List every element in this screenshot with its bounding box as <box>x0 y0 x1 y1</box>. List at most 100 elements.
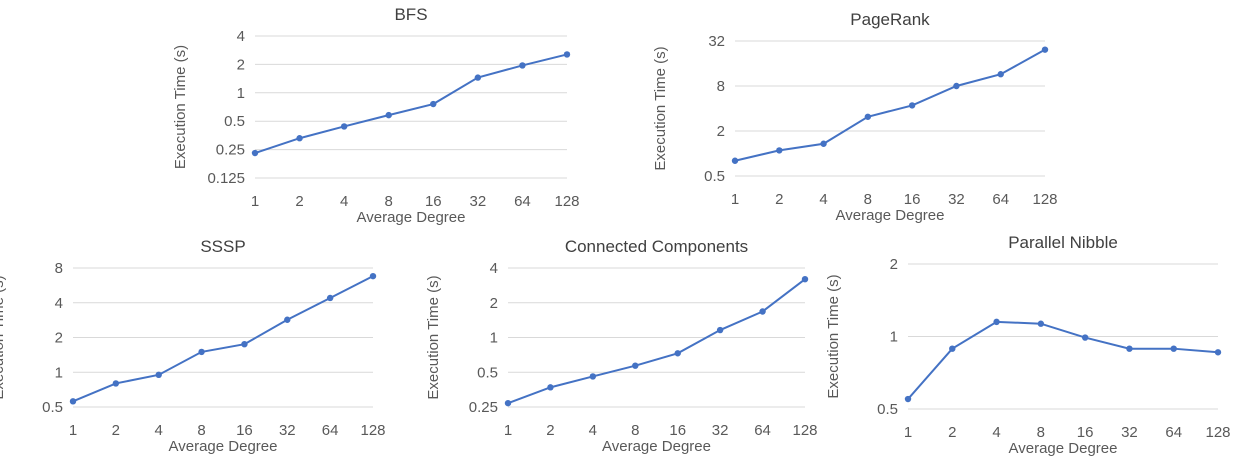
connected-components-y-tick-label: 0.25 <box>469 399 498 416</box>
connected-components-series-line <box>507 278 806 405</box>
pagerank-y-axis-label: Execution Time (s) <box>652 46 669 170</box>
connected-components-x-tick-label: 64 <box>754 422 771 439</box>
parallel-nibble-y-tick-label: 0.5 <box>877 401 898 418</box>
parallel-nibble-x-tick-label: 8 <box>1037 424 1045 441</box>
sssp-data-point <box>241 340 248 348</box>
sssp-x-tick-label: 32 <box>279 422 296 439</box>
parallel-nibble-data-point <box>904 395 912 403</box>
pagerank-x-axis-label: Average Degree <box>836 207 945 224</box>
sssp-x-tick-label: 1 <box>69 422 77 439</box>
bfs-data-point <box>430 100 437 108</box>
bfs-data-point <box>385 111 392 119</box>
bfs-data-point <box>474 74 482 81</box>
parallel-nibble-data-point <box>949 345 956 352</box>
parallel-nibble-data-point <box>1081 334 1089 341</box>
sssp-x-tick-label: 2 <box>112 422 120 439</box>
pagerank-x-tick-label: 128 <box>1032 191 1057 208</box>
bfs-x-tick-label: 64 <box>514 193 531 210</box>
connected-components-x-tick-label: 2 <box>546 422 554 439</box>
sssp-x-tick-label: 8 <box>197 422 205 439</box>
sssp-y-tick-label: 1 <box>55 364 63 381</box>
pagerank-x-tick-label: 64 <box>992 191 1009 208</box>
sssp-x-tick-label: 4 <box>155 422 163 439</box>
bfs-x-tick-label: 128 <box>554 193 579 210</box>
pagerank-y-tick-label: 2 <box>717 123 725 140</box>
sssp-y-tick-label: 2 <box>55 330 63 347</box>
parallel-nibble-data-point <box>993 318 1000 326</box>
pagerank-data-point <box>776 147 783 154</box>
bfs-y-tick-label: 0.125 <box>207 170 245 187</box>
pagerank-data-point <box>1041 46 1049 53</box>
parallel-nibble-y-axis-label: Execution Time (s) <box>825 274 842 398</box>
sssp-data-point <box>284 316 291 323</box>
sssp-data-point <box>155 371 162 379</box>
bfs-chart: 0.125 0.25 0.5 1 2 4 1 2 4 8 16 32 64 128 BFS Average D… <box>172 5 580 226</box>
sssp-data-point <box>369 272 377 280</box>
parallel-nibble-x-axis-label: Average Degree <box>1009 440 1118 457</box>
parallel-nibble-chart: 0.5 1 2 1 2 4 8 16 32 64 128 Parallel Nibble Average… <box>825 233 1231 457</box>
connected-components-data-point <box>801 275 809 283</box>
connected-components-y-tick-label: 1 <box>490 330 498 347</box>
bfs-data-point <box>296 135 303 142</box>
parallel-nibble-data-point <box>1214 349 1222 356</box>
parallel-nibble-x-tick-label: 32 <box>1121 424 1138 441</box>
pagerank-data-point <box>908 102 916 109</box>
pagerank-x-tick-label: 1 <box>731 191 739 208</box>
connected-components-x-tick-label: 4 <box>589 422 597 439</box>
parallel-nibble-x-tick-label: 1 <box>904 424 912 441</box>
bfs-x-axis-label: Average Degree <box>357 209 466 226</box>
bfs-data-point <box>519 62 526 69</box>
connected-components-x-tick-label: 32 <box>712 422 729 439</box>
pagerank-y-tick-label: 32 <box>708 33 725 50</box>
parallel-nibble-x-tick-label: 2 <box>948 424 956 441</box>
pagerank-data-point <box>997 71 1004 78</box>
pagerank-chart: 0.5 2 8 32 1 2 4 8 16 32 64 128 PageRank Average Degr… <box>652 10 1058 224</box>
sssp-y-axis-label: Execution Time (s) <box>0 275 7 399</box>
parallel-nibble-x-tick-label: 128 <box>1205 424 1230 441</box>
connected-components-chart: 0.25 0.5 1 2 4 1 2 4 8 16 32 64 128 Connected Compone… <box>425 237 818 455</box>
bfs-x-tick-label: 8 <box>385 193 393 210</box>
connected-components-data-point <box>589 373 597 380</box>
bfs-y-tick-label: 4 <box>237 28 245 45</box>
bfs-y-tick-label: 0.5 <box>224 113 245 130</box>
connected-components-y-tick-label: 2 <box>490 295 498 312</box>
connected-components-y-tick-label: 0.5 <box>477 364 498 381</box>
connected-components-data-point <box>759 308 766 315</box>
pagerank-data-point <box>953 82 960 90</box>
connected-components-title: Connected Components <box>565 237 748 256</box>
bfs-y-axis-label: Execution Time (s) <box>172 45 189 169</box>
bfs-title: BFS <box>394 5 427 24</box>
pagerank-x-tick-label: 4 <box>819 191 827 208</box>
connected-components-data-point <box>504 399 512 407</box>
connected-components-data-point <box>674 350 681 357</box>
connected-components-y-axis-label: Execution Time (s) <box>425 275 442 399</box>
sssp-y-tick-label: 8 <box>55 260 63 277</box>
sssp-title: SSSP <box>200 237 245 256</box>
bfs-data-point <box>340 123 348 130</box>
pagerank-data-point <box>731 157 739 164</box>
connected-components-data-point <box>716 326 724 334</box>
parallel-nibble-title: Parallel Nibble <box>1008 233 1118 252</box>
parallel-nibble-x-tick-label: 16 <box>1077 424 1094 441</box>
sssp-y-tick-label: 0.5 <box>42 399 63 416</box>
sssp-data-point <box>112 380 120 387</box>
sssp-data-point <box>198 348 205 356</box>
pagerank-title: PageRank <box>850 10 930 29</box>
parallel-nibble-y-tick-label: 2 <box>890 256 898 273</box>
parallel-nibble-x-tick-label: 4 <box>992 424 1000 441</box>
pagerank-data-point <box>864 113 872 120</box>
sssp-x-tick-label: 128 <box>360 422 385 439</box>
sssp-data-point <box>69 398 77 405</box>
parallel-nibble-y-tick-label: 1 <box>890 329 898 346</box>
connected-components-x-tick-label: 128 <box>792 422 817 439</box>
sssp-x-axis-label: Average Degree <box>169 438 278 455</box>
bfs-data-point <box>251 149 259 157</box>
bfs-series-line <box>254 53 568 154</box>
pagerank-y-tick-label: 0.5 <box>704 168 725 185</box>
bfs-x-tick-label: 1 <box>251 193 259 210</box>
pagerank-x-tick-label: 2 <box>775 191 783 208</box>
connected-components-x-tick-label: 16 <box>669 422 686 439</box>
bfs-y-tick-label: 0.25 <box>216 142 245 159</box>
